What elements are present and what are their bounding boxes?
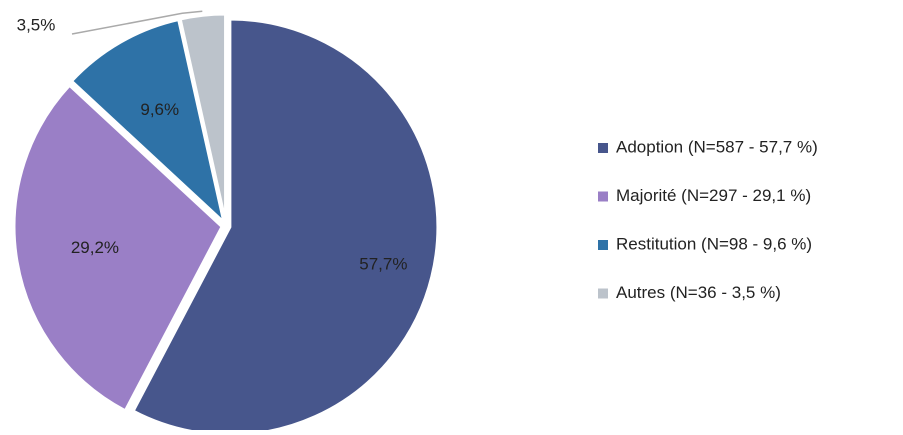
legend-swatch (598, 240, 608, 250)
pie-slice (69, 17, 227, 227)
leader-line (71, 10, 203, 35)
legend-swatch (598, 288, 608, 299)
data-label: 29,2% (71, 238, 119, 257)
legend-label: Majorité (N=297 - 29,1 %) (616, 186, 811, 205)
data-label: 9,6% (140, 100, 179, 119)
legend-swatch (598, 143, 608, 153)
data-label: 3,5% (17, 15, 56, 34)
legend-swatch (598, 191, 608, 202)
legend-label: Adoption (N=587 - 57,7 %) (616, 137, 818, 156)
pie-slice (178, 12, 228, 223)
legend-label: Restitution (N=98 - 9,6 %) (616, 234, 812, 253)
pie-slice (12, 83, 224, 413)
data-label: 57,7% (359, 254, 407, 273)
legend-label: Autres (N=36 - 3,5 %) (616, 283, 781, 302)
